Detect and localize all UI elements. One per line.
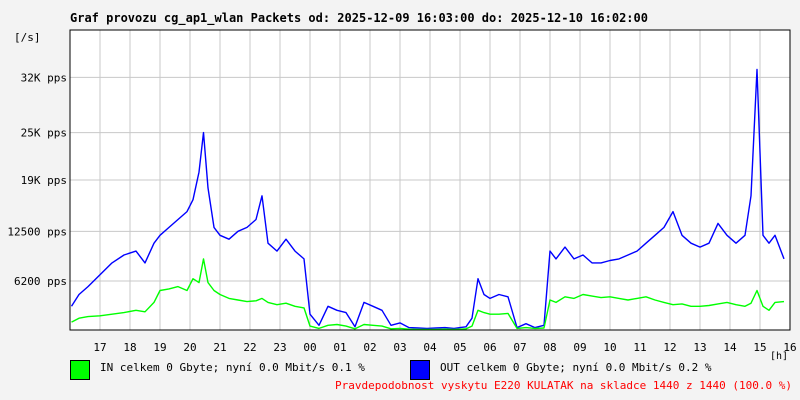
legend-out-text: OUT celkem 0 Gbyte; nyní 0.0 Mbit/s 0.2 … bbox=[440, 361, 712, 374]
x-tick-label: 21 bbox=[213, 341, 226, 354]
x-tick-label: 05 bbox=[453, 341, 466, 354]
x-tick-label: 01 bbox=[333, 341, 346, 354]
x-tick-label: 11 bbox=[633, 341, 646, 354]
x-tick-label: 18 bbox=[123, 341, 136, 354]
y-tick-labels: 6200 pps 12500 pps 19K pps 25K pps 32K pps bbox=[7, 71, 67, 288]
y-tick-label: 19K pps bbox=[21, 174, 67, 187]
x-tick-label: 00 bbox=[303, 341, 316, 354]
x-tick-label: 20 bbox=[183, 341, 196, 354]
series-line-out bbox=[70, 68, 785, 330]
x-tick-label: 22 bbox=[243, 341, 256, 354]
x-tick-label: 08 bbox=[543, 341, 556, 354]
x-tick-label: 07 bbox=[513, 341, 526, 354]
x-axis-label: [h] bbox=[770, 351, 788, 362]
chart-title: Graf provozu cg_ap1_wlan Packets od: 202… bbox=[70, 11, 648, 25]
legend-swatch-out bbox=[410, 360, 430, 380]
grid-lines bbox=[70, 30, 790, 330]
availability-note: Pravdepodobnost vyskytu E220 KULATAK na … bbox=[335, 379, 792, 392]
x-tick-label: 12 bbox=[663, 341, 676, 354]
x-tick-label: 16 bbox=[783, 341, 796, 354]
x-tick-label: 02 bbox=[363, 341, 376, 354]
x-tick-label: 19 bbox=[153, 341, 166, 354]
x-tick-label: 17 bbox=[93, 341, 106, 354]
x-tick-label: 04 bbox=[423, 341, 437, 354]
y-tick-label: 12500 pps bbox=[7, 225, 67, 238]
y-tick-label: 25K pps bbox=[21, 127, 67, 140]
x-tick-label: 10 bbox=[603, 341, 616, 354]
x-tick-label: 13 bbox=[693, 341, 706, 354]
x-tick-labels: 17 18 19 20 21 22 23 00 01 02 03 04 05 06 07 08 09 10 11 12… bbox=[93, 341, 796, 354]
series-group bbox=[70, 68, 785, 331]
series-line-in bbox=[71, 258, 785, 331]
plot-border bbox=[69, 29, 791, 331]
y-axis-unit-label: [/s] bbox=[14, 31, 41, 44]
legend-swatch-in bbox=[70, 360, 90, 380]
y-tick-label: 32K pps bbox=[21, 71, 67, 84]
x-tick-label: 09 bbox=[573, 341, 586, 354]
legend-in-text: IN celkem 0 Gbyte; nyní 0.0 Mbit/s 0.1 % bbox=[100, 361, 365, 374]
x-tick-label: 03 bbox=[393, 341, 406, 354]
x-tick-label: 14 bbox=[723, 341, 737, 354]
x-tick-label: 23 bbox=[273, 341, 286, 354]
y-tick-label: 6200 pps bbox=[14, 275, 67, 288]
x-tick-label: 06 bbox=[483, 341, 496, 354]
x-tick-label: 15 bbox=[753, 341, 766, 354]
